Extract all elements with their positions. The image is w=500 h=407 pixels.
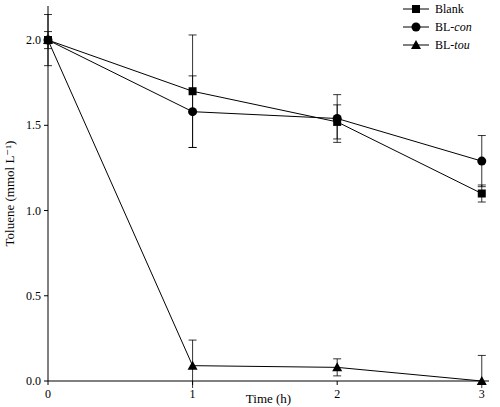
x-axis [48,381,489,382]
error-bar [333,95,341,143]
y-axis-label: Toluene (mmol L⁻¹) [2,141,17,247]
data-point [44,36,53,45]
legend-label: Blank [435,2,464,16]
x-tick-label: 0 [45,387,51,401]
data-point [188,361,198,370]
error-cap [189,34,197,35]
error-bar [333,359,341,376]
data-point [43,35,53,44]
data-point [44,36,52,44]
data-point [478,190,486,198]
legend-label-part: BL- [435,20,454,34]
error-cap [44,31,52,32]
error-cap [333,142,341,143]
data-point [477,157,486,166]
legend-label-part: BL- [435,38,454,52]
error-bar [189,76,197,148]
series-line [48,40,482,161]
data-point [333,114,342,123]
error-cap [44,14,52,15]
data-point [332,362,342,371]
legend-marker [411,40,421,49]
legend-label: BL-tou [435,38,470,52]
y-tick-label: 0.5 [26,289,41,303]
legend-marker [412,23,421,32]
data-point [477,376,487,385]
y-tick [44,295,48,296]
error-cap [189,147,197,148]
x-tick [48,381,49,385]
error-bar [189,35,197,148]
error-cap [333,94,341,95]
legend-marker [412,5,420,13]
error-bar [44,15,52,66]
x-tick-label: 3 [479,387,485,401]
error-cap [333,358,341,359]
y-tick [44,210,48,211]
error-cap [44,65,52,66]
y-tick-label: 1.0 [26,204,41,218]
y-axis [48,6,49,381]
error-cap [478,135,486,136]
chart: 0 1 2 3 0.0 0.5 1.0 1.5 2.0 Time (h) Toluene (mmol… [0,0,500,407]
series-line [48,40,482,381]
y-tick-label: 0.0 [26,374,41,388]
data-point [188,107,197,116]
error-cap [478,186,486,187]
error-cap [189,75,197,76]
legend: BlankBL-conBL-tou [403,2,472,52]
legend-label-part: tou [454,38,469,52]
error-bar [189,340,197,388]
series-line [48,40,482,193]
y-tick-label: 2.0 [26,33,41,47]
x-tick-label: 1 [190,387,196,401]
error-cap [44,48,52,49]
error-bar [478,185,486,202]
error-bar [478,136,486,187]
legend-label: BL-con [435,20,472,34]
error-cap [478,355,486,356]
error-stem [192,35,193,148]
error-cap [189,147,197,148]
x-tick [337,381,338,385]
x-tick-label: 2 [334,387,340,401]
x-axis-label: Time (h) [246,391,291,406]
y-tick [44,381,48,382]
y-tick [44,125,48,126]
error-cap [333,375,341,376]
plot-area [43,15,487,388]
legend-label-part: con [454,20,471,34]
error-cap [189,340,197,341]
error-cap [478,202,486,203]
y-tick-label: 1.5 [26,118,41,132]
error-bar [478,355,486,388]
